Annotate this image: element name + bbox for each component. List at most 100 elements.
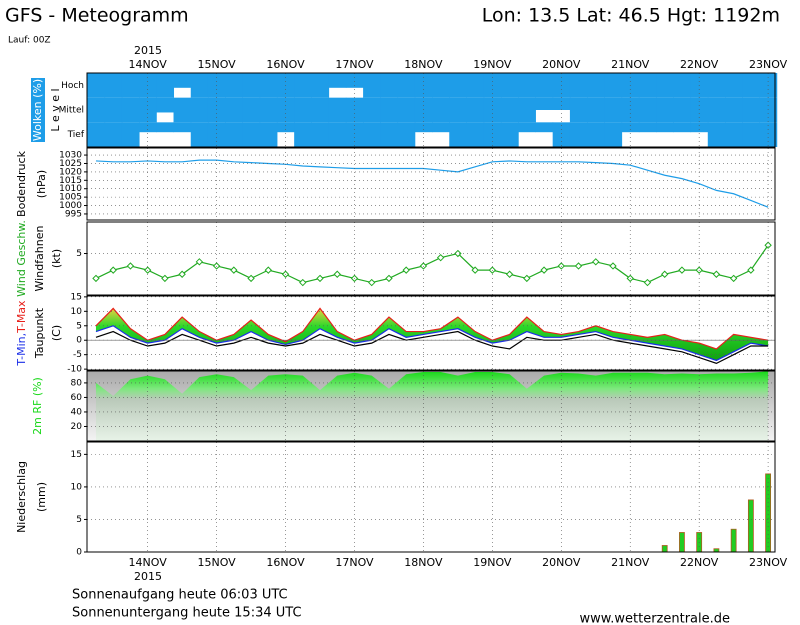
cloud-cell [604, 73, 623, 98]
y-label-2-group: (mm) [35, 482, 48, 512]
line [95, 330, 769, 365]
cloud-cell [500, 122, 519, 147]
cloud-cell [363, 122, 381, 147]
cloud-cell [104, 122, 123, 147]
cloud-cell [328, 122, 347, 147]
marker [609, 262, 617, 270]
cloud-cell [673, 97, 692, 123]
cloud-cell [518, 122, 536, 133]
marker [712, 270, 721, 278]
marker [178, 270, 186, 278]
y-label-min: T-Min, [15, 333, 28, 367]
sunset: Sonnenuntergang heute 15:34 UTC [72, 606, 302, 621]
cloud-cell [759, 122, 778, 147]
cloud-cell [656, 73, 674, 98]
sunrise: Sonnenaufgang heute 06:03 UTC [72, 588, 288, 603]
marker [471, 266, 479, 274]
cloud-cell [121, 122, 140, 147]
y-tick-label: 1030 [59, 151, 82, 161]
marker [540, 266, 548, 274]
y-label: Niederschlag [15, 461, 28, 533]
bar [730, 528, 737, 553]
location: Lon: 13.5 Lat: 46.5 Hgt: 1192m [482, 5, 780, 27]
marker [747, 266, 755, 274]
x-tick-label-bottom: 19NOV [473, 556, 512, 569]
cloud-cell [535, 73, 554, 98]
y-label-3-group: (C) [50, 325, 63, 341]
cloud-cell [311, 73, 330, 98]
cloud-cell [345, 73, 364, 88]
x-tick-label-bottom: 16NOV [266, 556, 305, 569]
cloud-cell [569, 97, 588, 123]
area [95, 371, 769, 441]
cloud-cell [87, 122, 106, 147]
panel-frame [86, 147, 776, 221]
x-tick-label-top: 18NOV [404, 58, 443, 71]
cloud-cell [466, 73, 485, 98]
x-tick-label-top: 16NOV [266, 58, 305, 71]
line [95, 307, 769, 350]
cloud-cell [294, 97, 312, 123]
cloud-cell [190, 122, 209, 147]
label-box [31, 78, 45, 142]
x-tick-label-top: 23NOV [749, 58, 788, 71]
cloud-cell [242, 97, 261, 123]
marker [333, 270, 341, 278]
y-tick-label: 1025 [59, 159, 82, 169]
marker [419, 262, 428, 270]
marker [92, 274, 100, 283]
marker [161, 274, 169, 283]
y-tick-label: 5 [76, 249, 82, 259]
cloud-cell [173, 97, 192, 123]
y-tick-label: 5 [76, 515, 82, 525]
y-label-2-group: Windfahnen [33, 226, 46, 292]
cloud-cell [432, 97, 450, 123]
x-tick-label-bottom: 17NOV [335, 556, 374, 569]
marker [643, 278, 652, 287]
line [95, 159, 769, 208]
x-tick-label-bottom: 23NOV [749, 556, 788, 569]
y-label-3: (C) [50, 325, 63, 341]
x-tick-label-bottom: 14NOV [129, 556, 168, 569]
cloud-cell [380, 97, 399, 123]
marker [264, 266, 273, 274]
marker [678, 266, 686, 274]
level-label: Hoch [61, 81, 84, 91]
y-label: Bodendruck [15, 150, 28, 217]
y-label-group: T-Min,T-Max [15, 300, 28, 367]
cloud-cell [725, 73, 743, 98]
y-tick-label: 1005 [59, 193, 82, 203]
level-label: Tief [67, 130, 85, 140]
cloud-cell [156, 97, 175, 113]
x-tick-label-bottom: 21NOV [611, 556, 650, 569]
bar [661, 545, 668, 553]
cloud-cell [587, 73, 605, 98]
cloud-cell [311, 97, 330, 123]
cloud-cell [518, 73, 536, 98]
cloud-cell [725, 97, 743, 123]
line [95, 244, 769, 284]
cloud-cell [638, 122, 657, 133]
bar [679, 532, 685, 553]
run: Lauf: 00Z [8, 36, 51, 46]
panel-frame [86, 370, 776, 442]
marker [212, 262, 221, 270]
marker [557, 262, 566, 270]
marker [592, 258, 600, 266]
cloud-cell [569, 73, 588, 98]
cloud-cell [673, 73, 692, 98]
marker [505, 270, 514, 278]
y-label: Wolken (%) [31, 79, 44, 141]
y-label-group: Wind Geschw. [15, 220, 28, 297]
y-label-group: 2m RF (%) [31, 377, 44, 435]
y-tick-label: 1015 [59, 176, 82, 186]
cloud-cell [552, 97, 571, 110]
cloud-cell [328, 97, 347, 123]
x-tick-label-top: 21NOV [611, 58, 650, 71]
cloud-cell [483, 122, 502, 147]
cloud-cell [397, 122, 416, 147]
y-tick-label: 15 [71, 450, 82, 460]
y-tick-label: -10 [67, 365, 82, 375]
cloud-cell [587, 97, 605, 123]
bar [765, 473, 772, 553]
